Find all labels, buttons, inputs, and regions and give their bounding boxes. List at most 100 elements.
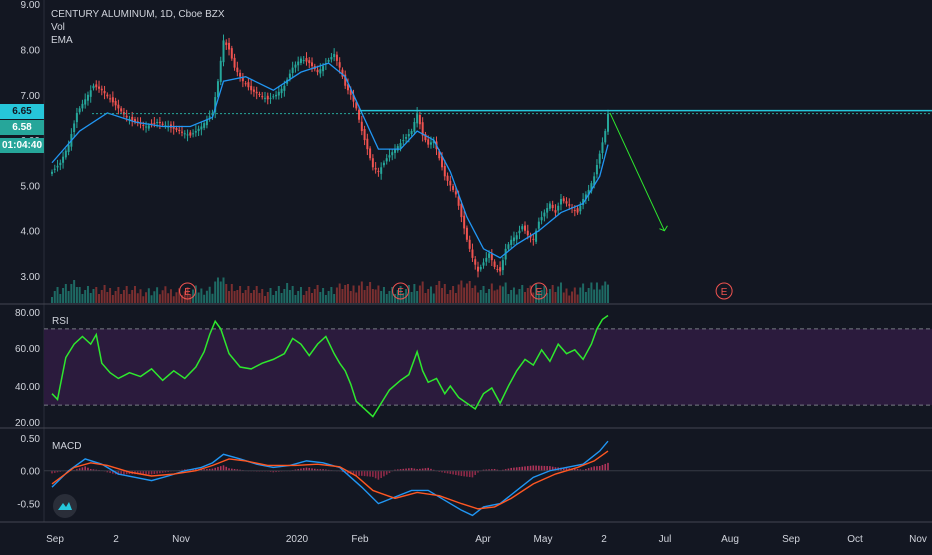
histogram-bar — [222, 465, 225, 471]
histogram-bar — [540, 465, 543, 471]
volume-bar — [479, 290, 482, 303]
candle-body — [302, 60, 305, 62]
volume-bar — [330, 287, 333, 303]
volume-bar — [548, 289, 551, 303]
histogram-bar — [355, 470, 358, 476]
candle-body — [441, 156, 444, 168]
volume-bar — [117, 287, 120, 303]
histogram-bar — [369, 470, 371, 477]
volume-bar — [416, 291, 419, 303]
volume-bar — [537, 291, 540, 303]
candle-body — [100, 88, 103, 91]
histogram-bar — [405, 468, 407, 471]
candle-body — [308, 60, 311, 64]
volume-bar — [200, 288, 203, 303]
histogram-bar — [427, 467, 429, 471]
candle-body — [485, 257, 488, 262]
rsi-tick-label: 20.00 — [15, 418, 40, 429]
volume-bar — [53, 291, 56, 303]
candle-body — [349, 89, 352, 95]
volume-bar — [145, 292, 148, 303]
price-tick-label: 3.00 — [21, 272, 41, 283]
candle-body — [399, 143, 402, 149]
volume-bar — [297, 291, 300, 303]
histogram-bar — [272, 470, 275, 473]
volume-bar — [277, 286, 280, 303]
volume-bar — [471, 288, 474, 303]
candle-body — [557, 205, 560, 211]
volume-bar — [529, 285, 532, 303]
volume-bar — [324, 295, 327, 303]
histogram-bar — [521, 466, 524, 471]
candle-body — [230, 48, 233, 59]
volume-bar — [526, 288, 529, 303]
volume-bar — [579, 287, 582, 303]
histogram-bar — [219, 466, 222, 471]
candle-body — [225, 42, 228, 45]
histogram-bar — [507, 468, 510, 471]
candle-body — [335, 54, 338, 61]
volume-bar — [518, 289, 521, 303]
volume-bar — [106, 292, 109, 303]
volume-bar — [86, 286, 89, 303]
candle-body — [360, 121, 363, 132]
price-tick-label: 9.00 — [21, 0, 41, 11]
histogram-bar — [161, 470, 164, 473]
histogram-bar — [159, 470, 161, 474]
histogram-bar — [203, 469, 205, 471]
volume-bar — [322, 288, 325, 303]
time-tick-label: Oct — [847, 534, 863, 545]
volume-bar — [546, 293, 549, 303]
candle-body — [81, 103, 84, 109]
volume-bar — [139, 289, 142, 303]
volume-bar — [335, 287, 338, 303]
candle-body — [258, 93, 261, 95]
time-tick-label: Feb — [351, 534, 369, 545]
candle-body — [297, 61, 300, 66]
histogram-bar — [596, 466, 598, 471]
candle-body — [518, 230, 521, 234]
earnings-marker: E — [179, 282, 197, 300]
histogram-bar — [441, 470, 443, 473]
volume-bars — [51, 277, 609, 303]
volume-bar — [275, 291, 278, 303]
volume-bar — [109, 288, 112, 303]
volume-bar — [443, 284, 446, 303]
volume-bar — [441, 288, 444, 303]
volume-bar — [286, 283, 289, 303]
histogram-bar — [430, 468, 432, 471]
volume-bar — [78, 287, 81, 303]
candle-body — [584, 194, 587, 199]
volume-bar — [183, 291, 186, 303]
earnings-marker-circle — [179, 282, 197, 300]
volume-bar — [460, 280, 463, 303]
histogram-bar — [269, 470, 272, 472]
volume-bar — [535, 284, 538, 303]
histogram-bar — [200, 469, 203, 471]
volume-bar — [219, 281, 222, 303]
volume-bar — [288, 290, 291, 303]
candle-body — [510, 239, 513, 245]
tradingview-logo-icon[interactable] — [53, 494, 77, 518]
candle-body — [241, 78, 244, 82]
earnings-marker-circle — [530, 282, 548, 300]
histogram-bar — [192, 469, 194, 471]
candle-body — [579, 205, 582, 212]
candle-body — [272, 96, 275, 98]
histogram-bar — [363, 470, 366, 477]
histogram-bar — [587, 468, 590, 471]
volume-bar — [355, 292, 358, 303]
volume-bar — [64, 284, 67, 303]
histogram-bar — [156, 470, 158, 474]
histogram-bar — [438, 470, 441, 472]
candle-body — [288, 73, 291, 79]
histogram-bar — [574, 468, 576, 471]
candle-body — [587, 189, 590, 196]
volume-bar — [366, 286, 369, 303]
volume-bar — [283, 289, 286, 303]
candle-body — [482, 262, 485, 266]
candle-body — [385, 158, 388, 162]
histogram-bar — [109, 470, 111, 473]
